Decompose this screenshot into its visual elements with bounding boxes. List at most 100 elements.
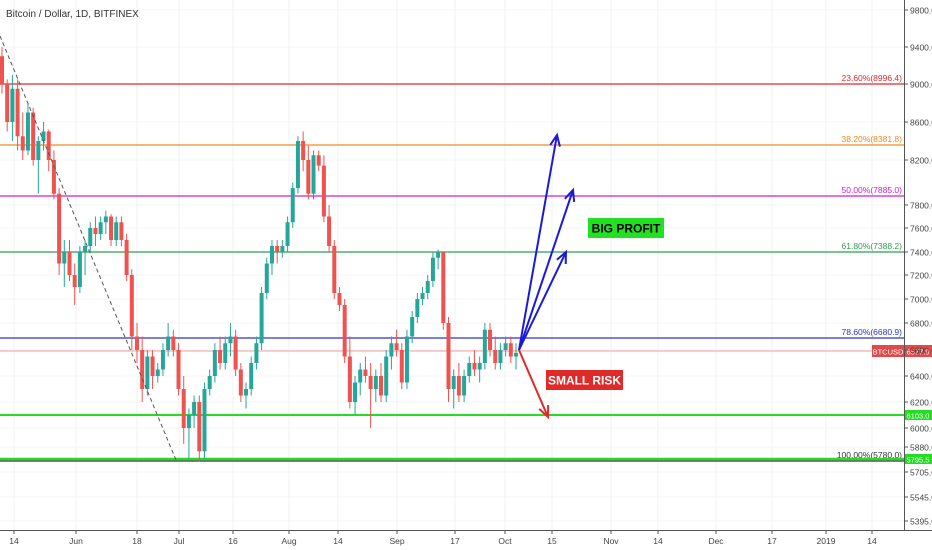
- candle-body: [36, 141, 41, 160]
- candle-body: [394, 343, 399, 350]
- candle-body: [223, 343, 228, 363]
- candle-body: [72, 275, 77, 287]
- candle-body: [311, 155, 316, 194]
- time-tick-label: Nov: [603, 536, 619, 546]
- candle-body: [327, 216, 332, 246]
- candle-body: [88, 228, 93, 246]
- candle-body: [259, 293, 264, 344]
- support-low-price-label: 5795.5: [907, 456, 930, 465]
- price-tick-label: 9000.0: [910, 80, 932, 90]
- candle-body: [160, 350, 165, 370]
- candle-body: [114, 222, 119, 240]
- arrow-up-2-head: [564, 187, 576, 203]
- candle-body: [171, 336, 176, 350]
- candle-body: [109, 216, 114, 240]
- time-tick-label: 14: [653, 536, 663, 546]
- fib-label: 100.00%(5780.0): [837, 450, 902, 460]
- candle-body: [290, 188, 295, 223]
- candle-body: [425, 281, 430, 293]
- candle-body: [192, 402, 197, 415]
- price-tick-label: 8600.0: [910, 118, 932, 128]
- candle-body: [155, 369, 160, 376]
- candle-body: [166, 336, 171, 350]
- fib-label: 38.20%(8381.8): [842, 134, 903, 144]
- candle-body: [269, 246, 274, 264]
- support-price-label: 6103.0: [907, 412, 930, 421]
- annotations: BIG PROFIT SMALL RISK: [546, 218, 664, 390]
- time-tick-label: 14: [867, 536, 877, 546]
- price-axis[interactable]: 9800.0 9400.0 9000.0 8600.0 8200.0 7800.0 7600…: [904, 0, 932, 530]
- price-tick-label: 5705.0: [910, 468, 932, 478]
- candle-body: [306, 160, 311, 194]
- time-tick-label: 2019: [817, 536, 836, 546]
- arrow-up-2: [518, 189, 574, 351]
- candle-body: [145, 356, 150, 389]
- candle-body: [415, 299, 420, 317]
- arrows: [518, 132, 576, 420]
- candle-body: [514, 352, 518, 357]
- candle-body: [373, 376, 378, 389]
- price-tick-label: 9800.0: [910, 6, 932, 16]
- candle-body: [46, 131, 51, 160]
- price-tick-label: 7000.0: [910, 295, 932, 305]
- candle-body: [57, 193, 62, 264]
- time-tick-label: Dec: [708, 536, 724, 546]
- candle-body: [93, 228, 98, 234]
- candle-body: [275, 246, 280, 252]
- price-tick-label: 6200.0: [910, 398, 932, 408]
- candle-body: [477, 363, 482, 370]
- candle-body: [472, 363, 477, 370]
- candle-body: [119, 222, 124, 240]
- candle-body: [83, 246, 88, 252]
- candle-body: [441, 252, 446, 323]
- price-tick-label: 7200.0: [910, 271, 932, 281]
- candle-body: [493, 350, 498, 363]
- symbol-tag: [872, 345, 904, 357]
- candle-body: [399, 350, 404, 383]
- candle-body: [202, 389, 207, 452]
- fib-label: 23.60%(8996.4): [842, 73, 903, 83]
- candle-body: [129, 275, 134, 337]
- price-tick-label: 6000.0: [910, 424, 932, 434]
- candle-body: [67, 252, 72, 275]
- candle-body: [488, 329, 493, 350]
- candle-body: [134, 336, 139, 350]
- candle-body: [254, 343, 259, 363]
- arrow-up-1: [518, 134, 558, 351]
- time-tick-label: 14: [9, 536, 19, 546]
- candle-body: [482, 329, 487, 363]
- candle-body: [124, 240, 129, 275]
- arrow-up-1-head: [549, 132, 561, 147]
- candle-body: [404, 336, 409, 383]
- candle-body: [140, 350, 145, 389]
- candle-body: [15, 88, 20, 137]
- time-tick-label: 16: [228, 536, 238, 546]
- price-tick-label: 9400.0: [910, 43, 932, 53]
- time-axis[interactable]: 14 Jun 18 Jul 16 Aug 14 Sep 17 Oct 15 Nov 14 Dec 17 201…: [0, 530, 932, 546]
- candle-body: [218, 350, 223, 363]
- candle-body: [41, 131, 46, 141]
- last-price-label: 6577.9: [907, 348, 930, 357]
- chart-title: Bitcoin / Dollar, 1D, BITFINEX: [6, 9, 139, 20]
- price-tick-label: 7800.0: [910, 201, 932, 211]
- candle-body: [150, 356, 155, 376]
- candle-body: [197, 402, 202, 452]
- candle-body: [503, 343, 508, 350]
- candle-body: [410, 317, 415, 337]
- candle-body: [207, 376, 212, 389]
- price-tick-label: 5545.0: [910, 493, 932, 503]
- fib-label: 50.00%(7885.0): [842, 185, 903, 195]
- time-tick-label: Jun: [69, 536, 83, 546]
- time-tick-label: Aug: [281, 536, 296, 546]
- candle-body: [25, 112, 30, 151]
- time-tick-label: Sep: [389, 536, 404, 546]
- candle-body: [347, 356, 352, 402]
- time-tick-label: 17: [450, 536, 460, 546]
- price-tick-label: 6800.0: [910, 319, 932, 329]
- candle-body: [436, 252, 441, 258]
- candle-body: [264, 263, 269, 293]
- candle-body: [77, 252, 82, 287]
- candle-body: [462, 376, 467, 396]
